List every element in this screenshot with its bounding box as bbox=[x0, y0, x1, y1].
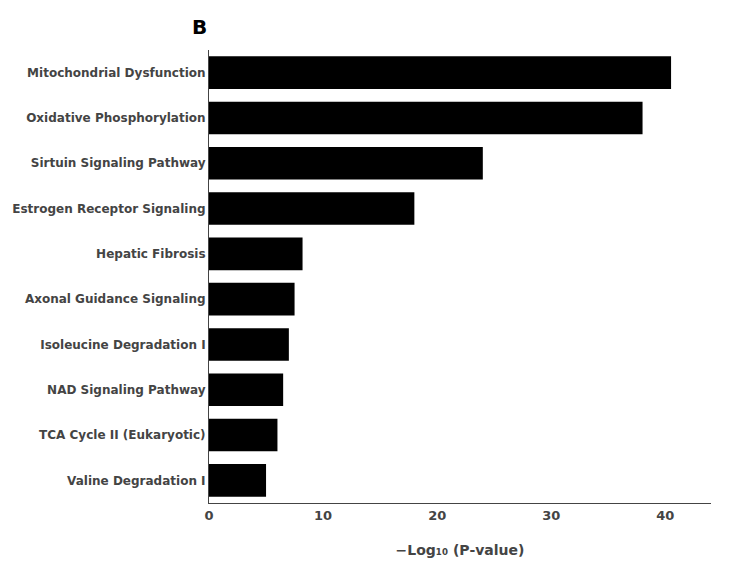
svg-text:0: 0 bbox=[204, 508, 213, 523]
svg-text:TCA Cycle II (Eukaryotic): TCA Cycle II (Eukaryotic) bbox=[39, 428, 205, 442]
svg-text:Mitochondrial Dysfunction: Mitochondrial Dysfunction bbox=[27, 66, 205, 80]
svg-text:Isoleucine Degradation I: Isoleucine Degradation I bbox=[40, 338, 205, 352]
svg-text:Estrogen Receptor Signaling: Estrogen Receptor Signaling bbox=[12, 202, 205, 216]
svg-text:30: 30 bbox=[542, 508, 560, 523]
svg-text:Hepatic Fibrosis: Hepatic Fibrosis bbox=[96, 247, 205, 261]
svg-text:10: 10 bbox=[314, 508, 332, 523]
svg-text:20: 20 bbox=[428, 508, 446, 523]
svg-text:40: 40 bbox=[656, 508, 674, 523]
svg-text:NAD Signaling Pathway: NAD Signaling Pathway bbox=[47, 383, 206, 397]
svg-text:Valine Degradation I: Valine Degradation I bbox=[67, 474, 206, 488]
svg-text:Oxidative Phosphorylation: Oxidative Phosphorylation bbox=[26, 111, 205, 125]
svg-text:B: B bbox=[192, 15, 207, 39]
svg-text:Sirtuin Signaling Pathway: Sirtuin Signaling Pathway bbox=[31, 156, 206, 170]
svg-text:−Log₁₀ (P-value): −Log₁₀ (P-value) bbox=[396, 542, 525, 558]
svg-text:Axonal Guidance Signaling: Axonal Guidance Signaling bbox=[25, 292, 206, 306]
